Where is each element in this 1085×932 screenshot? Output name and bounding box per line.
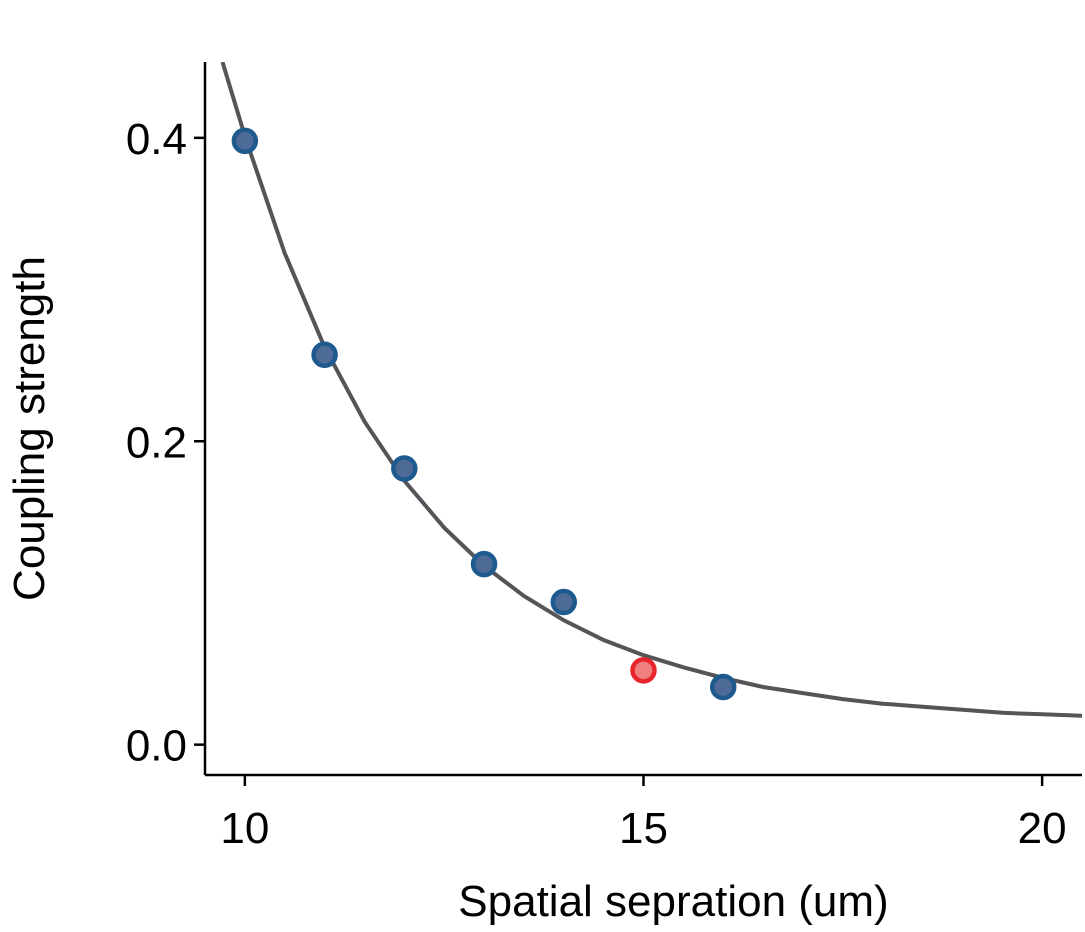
- data-point: [470, 550, 498, 578]
- plot-area: [220, 62, 1082, 718]
- data-point: [709, 673, 737, 701]
- y-tick-label: 0.0: [126, 722, 187, 771]
- x-axis-title: Spatial sepration (um): [458, 877, 888, 926]
- data-point: [550, 588, 578, 616]
- x-tick-label: 10: [220, 804, 269, 853]
- y-axis-title: Coupling strength: [5, 256, 54, 601]
- y-tick-label: 0.2: [126, 418, 187, 467]
- highlighted-data-point: [630, 657, 657, 684]
- data-point: [311, 341, 338, 369]
- fit-curve: [220, 62, 1082, 718]
- x-axis-ticks: 10 15 20: [220, 775, 1067, 853]
- x-tick-label: 15: [619, 804, 668, 853]
- x-tick-label: 20: [1018, 804, 1067, 853]
- data-points: [231, 127, 737, 701]
- data-point: [231, 127, 259, 155]
- y-tick-label: 0.4: [126, 115, 187, 164]
- y-axis-ticks: 0.0 0.2 0.4: [126, 115, 205, 771]
- data-point: [391, 455, 418, 482]
